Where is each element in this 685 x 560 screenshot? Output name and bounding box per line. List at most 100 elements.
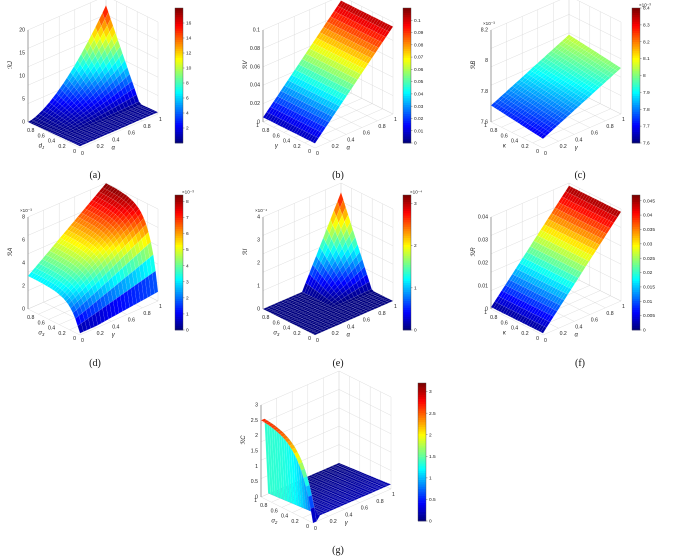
colorbar-step (632, 253, 640, 257)
colorbar-step (175, 39, 183, 43)
colorbar-step (418, 514, 426, 517)
colorbar-step (632, 314, 640, 317)
colorbar-step (632, 82, 640, 85)
colorbar-step (632, 73, 640, 76)
y-tick-label: 0.2 (332, 144, 339, 150)
y-tick-label: 0.4 (112, 324, 119, 330)
colorbar-step (632, 138, 640, 142)
colorbar-step (632, 89, 640, 92)
y-tick-label: 0.8 (378, 124, 385, 130)
panel-caption-b: (b) (332, 170, 344, 181)
x-tick-label: 1 (484, 123, 487, 129)
colorbar-step (418, 403, 426, 407)
colorbar-tick-label: 2 (186, 295, 189, 301)
colorbar-step (175, 8, 183, 11)
colorbar-step (403, 197, 411, 200)
colorbar-step (632, 267, 640, 270)
y-tick-label: 0.6 (361, 506, 368, 512)
colorbar-tick-label: 1.5 (429, 454, 436, 460)
colorbar-step (175, 307, 183, 311)
y-tick-label: 0.6 (363, 318, 370, 324)
colorbar-tick-label: 10 (186, 66, 192, 72)
colorbar-step (175, 120, 183, 124)
colorbar-step (175, 300, 183, 304)
colorbar-step (175, 62, 183, 65)
colorbar-step (175, 224, 183, 227)
colorbar-step (175, 59, 183, 63)
colorbar-tick-label: 2 (429, 432, 432, 438)
colorbar-step (403, 249, 411, 252)
surface-patch (77, 143, 84, 147)
colorbar-step (175, 285, 183, 288)
colorbar-tick-label: 0.02 (643, 270, 653, 276)
colorbar-step (175, 215, 183, 218)
y-tick-label: 1 (394, 117, 397, 123)
colorbar-step (418, 438, 426, 441)
x-tick-label: 0.8 (262, 315, 269, 321)
colorbar-step (403, 23, 411, 27)
colorbar-step (632, 249, 640, 252)
colorbar-step (632, 26, 640, 29)
colorbar-step (632, 134, 640, 137)
colorbar-step (403, 215, 411, 218)
colorbar-step (403, 213, 411, 216)
colorbar-step (175, 14, 183, 18)
colorbar-step (418, 449, 426, 453)
colorbar-step (632, 204, 640, 207)
colorbar-tick-label: 4 (186, 111, 189, 117)
colorbar-step (403, 226, 411, 230)
colorbar-tick-label: 0.07 (414, 55, 424, 61)
colorbar-tick-label: 16 (186, 21, 192, 27)
y-axis-label: γ (575, 145, 579, 151)
colorbar-step (403, 273, 411, 277)
colorbar-step (175, 235, 183, 239)
colorbar-step (403, 122, 411, 126)
colorbar-tick-label: 0 (643, 328, 646, 334)
colorbar-step (175, 325, 183, 329)
colorbar-step (403, 127, 411, 130)
colorbar-step (632, 120, 640, 124)
grid-line (27, 14, 107, 49)
colorbar-step (632, 228, 640, 232)
colorbar-tick-label: 1 (414, 285, 417, 291)
colorbar-step (403, 66, 411, 70)
x-tick-label: 0.4 (48, 139, 55, 145)
y-tick-label: 0.4 (347, 137, 354, 143)
colorbar-step (403, 64, 411, 67)
colorbar-step (632, 316, 640, 320)
colorbar-step (403, 285, 411, 288)
colorbar-step (418, 470, 426, 473)
x-tick-label: 0.8 (27, 315, 34, 321)
colorbar-step (175, 287, 183, 290)
colorbar-step (403, 98, 411, 101)
y-tick-label: 1 (394, 304, 397, 310)
colorbar-step (403, 255, 411, 259)
colorbar-step (632, 264, 640, 268)
colorbar-step (403, 321, 411, 324)
colorbar-step (403, 95, 411, 99)
y-tick-label: 0.2 (330, 519, 337, 525)
colorbar-step (175, 91, 183, 94)
colorbar-tick-label: 0.5 (429, 497, 436, 503)
colorbar-step (418, 488, 426, 492)
colorbar-step (632, 129, 640, 133)
colorbar-step (175, 48, 183, 52)
colorbar-step (175, 116, 183, 119)
colorbar-step (403, 125, 411, 128)
colorbar-step (632, 10, 640, 13)
colorbar-tick-label: 0.005 (643, 313, 655, 319)
colorbar-step (632, 122, 640, 126)
colorbar-step (632, 50, 640, 54)
colorbar-step (418, 452, 426, 455)
z-tick-label: 6 (22, 238, 25, 244)
colorbar-step (175, 210, 183, 214)
grid-line (576, 0, 622, 23)
z-axis-label: ℛA (7, 248, 14, 257)
x-axis-label: σ3 (273, 331, 280, 338)
colorbar-tick-label: 8.3 (643, 22, 650, 28)
colorbar-step (175, 35, 183, 38)
colorbar-step (418, 500, 426, 503)
colorbar-step (403, 235, 411, 239)
colorbar-step (403, 323, 411, 326)
panel-caption-g: (g) (332, 545, 344, 556)
